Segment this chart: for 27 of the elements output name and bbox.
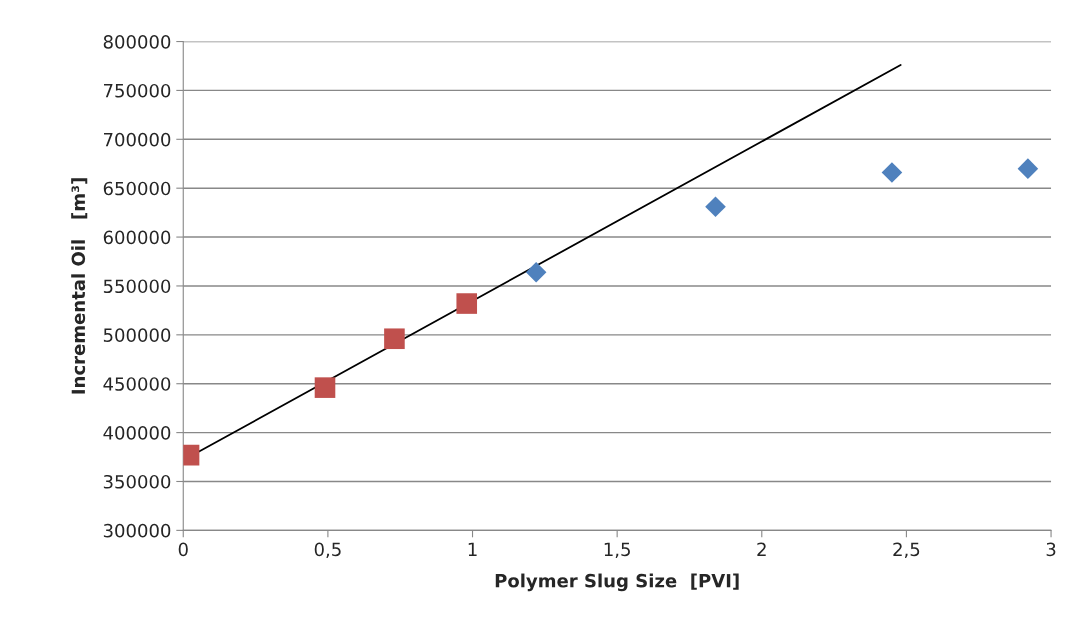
y-axis-title: Incremental Oil [m³] — [71, 178, 88, 394]
y-tick-label: 550000 — [103, 279, 171, 294]
y-tick-label: 300000 — [103, 523, 171, 538]
y-tick-label: 450000 — [103, 377, 171, 391]
point — [525, 261, 547, 283]
y-tick-label: 700000 — [104, 132, 171, 147]
x-tick-label: 0,5 — [314, 542, 341, 558]
point — [314, 377, 336, 398]
y-tick-label: 800000 — [103, 34, 171, 49]
y-tick-label: 400000 — [103, 426, 171, 440]
y-tick-label: 350000 — [103, 474, 171, 489]
y-tick-label: 650000 — [103, 181, 171, 196]
point — [705, 196, 726, 218]
point — [384, 328, 405, 350]
x-tick-label: 2 — [757, 542, 766, 556]
point — [881, 162, 903, 183]
x-tick-label: 3 — [1046, 542, 1056, 557]
x-axis-title: Polymer Slug Size [PVI] — [495, 573, 739, 592]
x-tick-label: 2,5 — [893, 542, 920, 558]
x-tick-label: 1 — [468, 542, 477, 556]
point — [456, 293, 478, 314]
y-tick-label: 750000 — [104, 83, 171, 98]
y-tick-label: 600000 — [103, 230, 171, 245]
point — [1017, 158, 1039, 179]
y-tick-label: 500000 — [103, 328, 171, 342]
x-tick-label: 0 — [178, 542, 188, 557]
x-tick-label: 1,5 — [604, 542, 630, 558]
